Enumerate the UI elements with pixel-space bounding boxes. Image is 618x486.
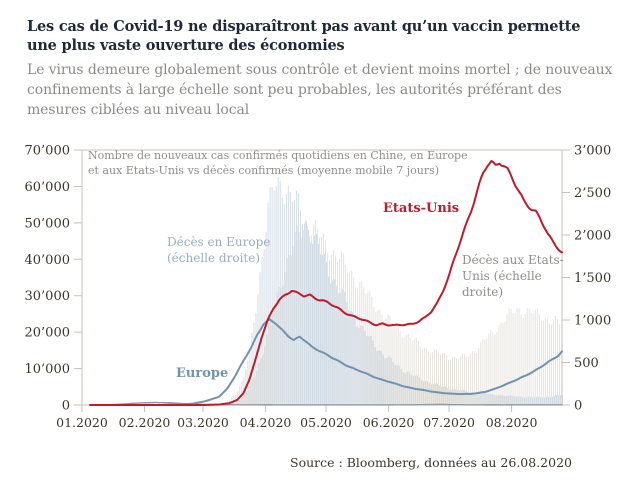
svg-text:0: 0 — [574, 399, 582, 414]
svg-text:20’000: 20’000 — [25, 326, 71, 341]
source-caption: Source : Bloomberg, données au 26.08.202… — [290, 455, 572, 470]
svg-text:70’000: 70’000 — [25, 144, 71, 159]
svg-text:06.2020: 06.2020 — [363, 415, 415, 430]
svg-text:02.2020: 02.2020 — [119, 415, 171, 430]
svg-text:50’000: 50’000 — [25, 216, 71, 231]
svg-text:2’000: 2’000 — [574, 229, 611, 244]
svg-text:500: 500 — [574, 356, 599, 371]
svg-text:04.2020: 04.2020 — [240, 415, 292, 430]
chart-note: Nombre de nouveaux cas confirmés quotidi… — [88, 149, 468, 177]
svg-text:40’000: 40’000 — [25, 253, 71, 268]
us-cases-line-label: Etats-Unis — [383, 201, 460, 216]
svg-text:0: 0 — [62, 399, 70, 414]
svg-text:03.2020: 03.2020 — [177, 415, 229, 430]
svg-text:1’500: 1’500 — [574, 271, 611, 286]
svg-text:05.2020: 05.2020 — [300, 415, 352, 430]
svg-text:2’500: 2’500 — [574, 186, 611, 201]
svg-text:30’000: 30’000 — [25, 289, 71, 304]
page-title: Les cas de Covid-19 ne disparaîtront pas… — [27, 18, 581, 54]
svg-text:01.2020: 01.2020 — [56, 415, 108, 430]
europe-deaths-annotation: Décès en Europe (échelle droite) — [167, 235, 271, 265]
svg-text:07.2020: 07.2020 — [423, 415, 475, 430]
svg-text:3’000: 3’000 — [574, 144, 611, 159]
svg-text:60’000: 60’000 — [25, 180, 71, 195]
us-deaths-annotation: Décès aux Etats-Unis (échelle droite) — [462, 253, 564, 299]
svg-text:10’000: 10’000 — [25, 362, 71, 377]
europe-cases-line-label: Europe — [176, 366, 229, 381]
page-subtitle: Le virus demeure globalement sous contrô… — [27, 62, 613, 118]
svg-text:08.2020: 08.2020 — [486, 415, 538, 430]
svg-text:1’000: 1’000 — [574, 314, 611, 329]
